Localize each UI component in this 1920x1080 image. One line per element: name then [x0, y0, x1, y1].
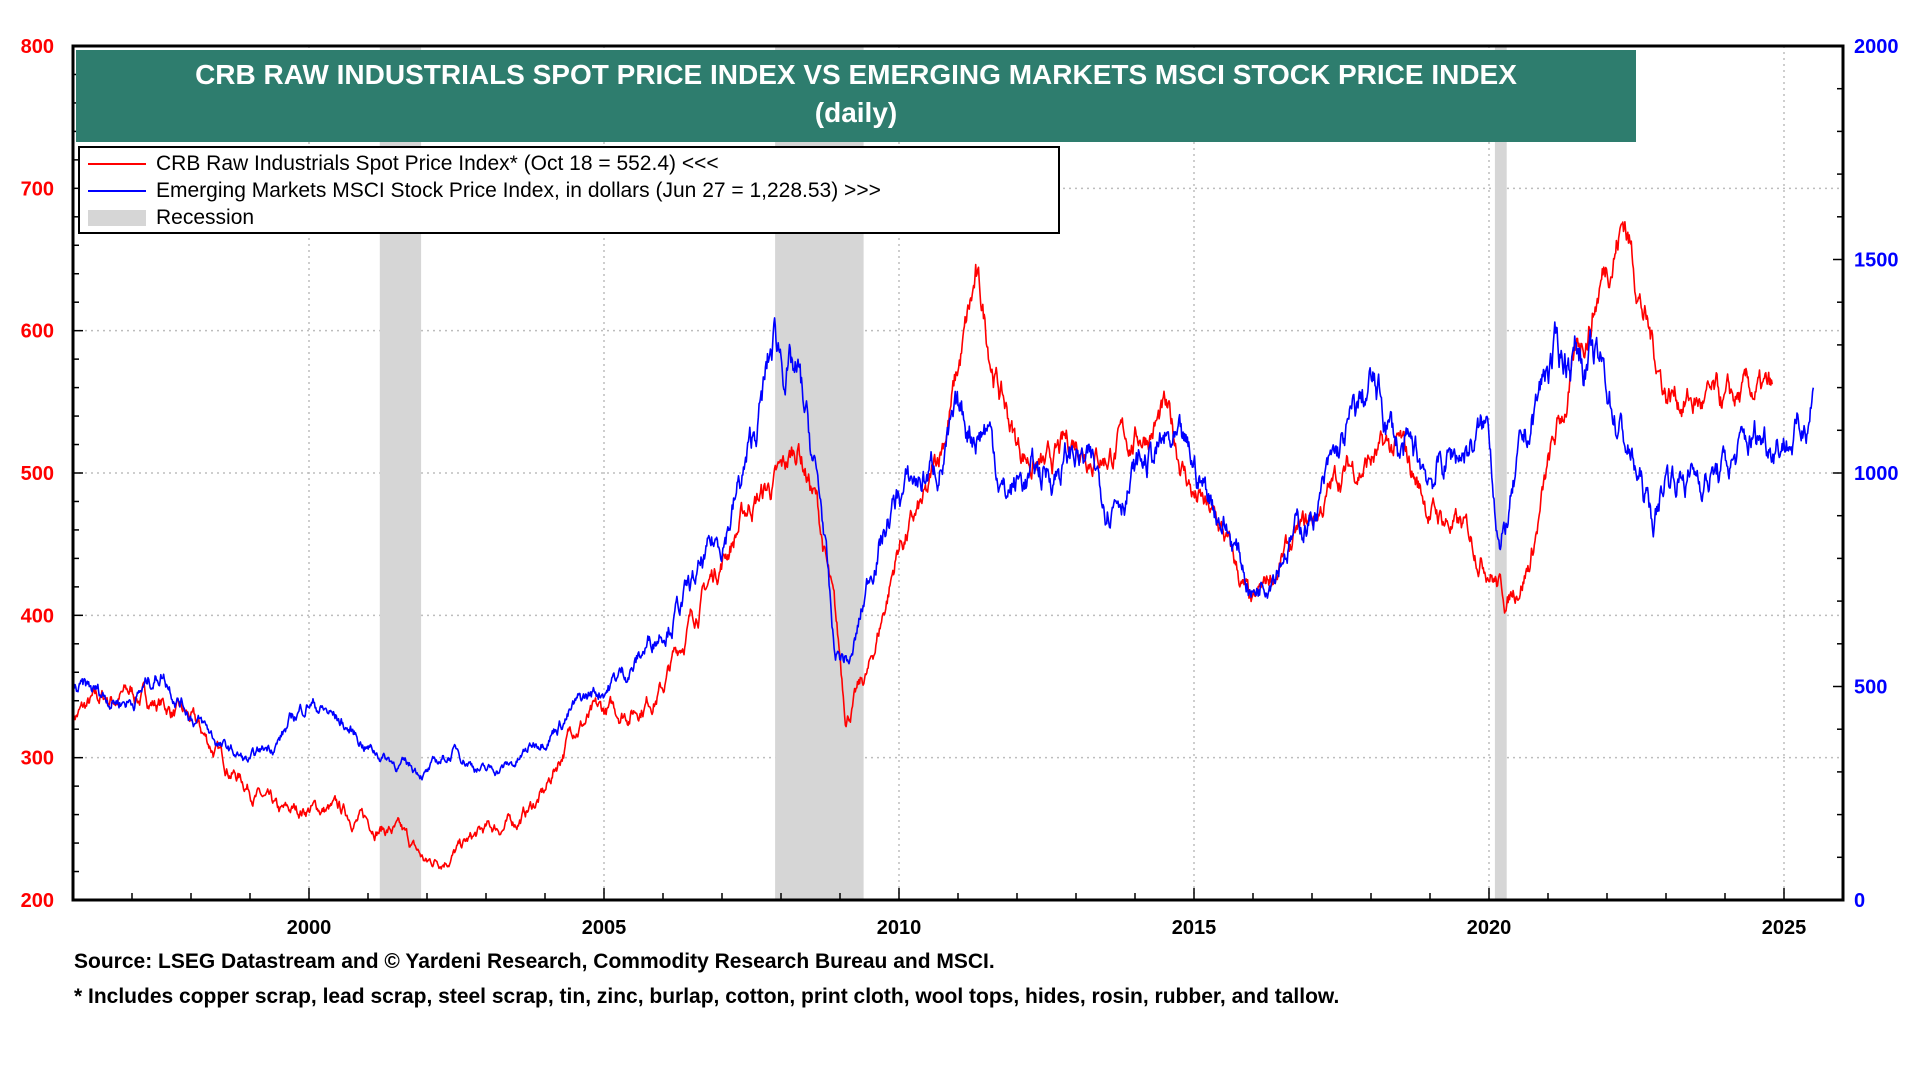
chart-title-banner: CRB RAW INDUSTRIALS SPOT PRICE INDEX VS …: [76, 50, 1636, 142]
chart-subtitle: (daily): [814, 97, 898, 128]
legend-swatch-crb: [88, 163, 146, 166]
legend-swatch-recession: [88, 210, 146, 227]
source-note: Source: LSEG Datastream and © Yardeni Re…: [74, 950, 995, 973]
legend-item-crb: CRB Raw Industrials Spot Price Index* (O…: [88, 151, 719, 177]
legend-swatch-msci: [88, 190, 146, 193]
includes-note: * Includes copper scrap, lead scrap, ste…: [74, 985, 1340, 1008]
grid: [73, 46, 1843, 900]
x-tick-label: 2010: [877, 917, 922, 939]
chart-title: CRB RAW INDUSTRIALS SPOT PRICE INDEX VS …: [195, 59, 1517, 90]
legend-label-recession: Recession: [156, 206, 255, 229]
x-tick-label: 2020: [1467, 917, 1512, 939]
series-lines: [72, 221, 1815, 870]
left-tick-label: 500: [21, 463, 54, 485]
right-tick-label: 1500: [1854, 250, 1899, 272]
right-tick-label: 2000: [1854, 36, 1899, 58]
x-tick-label: 2025: [1762, 917, 1807, 939]
legend-label-msci: Emerging Markets MSCI Stock Price Index,…: [156, 179, 881, 202]
axes: 200 300 400 500 600 700 800 0 500 1000 1500 2000 200…: [21, 36, 1899, 939]
legend-item-msci: Emerging Markets MSCI Stock Price Index,…: [88, 178, 881, 204]
crb-series-line: [72, 221, 1773, 870]
legend: CRB Raw Industrials Spot Price Index* (O…: [78, 146, 1060, 234]
msci-series-line: [72, 317, 1815, 781]
legend-label-crb: CRB Raw Industrials Spot Price Index* (O…: [156, 152, 719, 175]
x-tick-label: 2015: [1172, 917, 1217, 939]
left-tick-label: 200: [21, 890, 54, 912]
left-tick-label: 600: [21, 321, 54, 343]
left-tick-label: 300: [21, 748, 54, 770]
left-tick-label: 700: [21, 178, 54, 200]
right-tick-label: 0: [1854, 890, 1865, 912]
left-tick-label: 400: [21, 605, 54, 627]
right-tick-label: 500: [1854, 677, 1887, 699]
x-tick-label: 2000: [287, 917, 332, 939]
right-tick-label: 1000: [1854, 463, 1899, 485]
legend-item-recession: Recession: [88, 205, 254, 231]
recession-band: [1494, 46, 1507, 900]
left-tick-label: 800: [21, 36, 54, 58]
x-tick-label: 2005: [582, 917, 627, 939]
